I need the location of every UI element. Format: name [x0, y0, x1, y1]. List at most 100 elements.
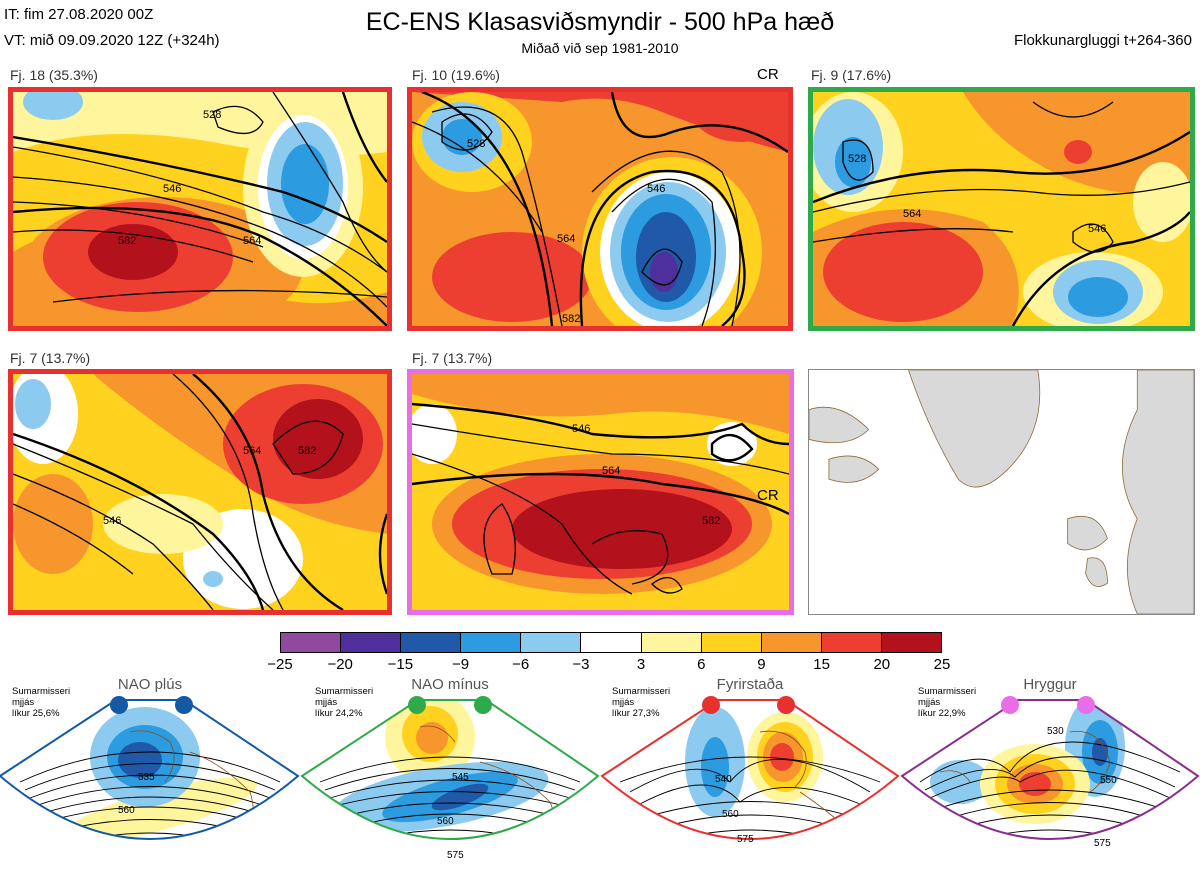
contour-label-4: 582 [562, 313, 580, 325]
regime-note-line: mjjás [918, 697, 941, 708]
cluster-map-4: 546 564 582 [8, 369, 392, 615]
colorbar-tick-label: −15 [387, 656, 414, 673]
regime-contour-label: 550 [1100, 775, 1117, 786]
regime-map-blocking-graphic: 540 560 575 [600, 696, 900, 845]
panel-label-3: Fj. 9 (17.6%) [811, 67, 892, 83]
colorbar-tick-label: −6 [512, 656, 530, 673]
regime-note-2: Sumarmisseri mjjás líkur 24,2% [315, 686, 373, 719]
colorbar-tick-label: 25 [933, 656, 951, 673]
regime-map-nao-plus-graphic: 535 560 [0, 696, 300, 840]
regime-contour-label: 535 [138, 772, 155, 783]
valid-time-label: VT: mið 09.09.2020 12Z (+324h) [4, 32, 220, 49]
colorbar-tick-label: 6 [697, 656, 706, 673]
contour-label-3: 564 [243, 235, 261, 247]
cluster-map-3: 528 546 564 [808, 87, 1195, 331]
regime-title-3: Fyrirstaða [716, 676, 784, 693]
colorbar-segment [701, 633, 762, 652]
regime-contour-label: 560 [118, 805, 135, 816]
regime-contour-label: 575 [1094, 838, 1111, 849]
cluster-map-5: 546 564 582 [407, 369, 794, 615]
regime-note-line: líkur 22,9% [918, 708, 966, 719]
regime-map-ridge-graphic: 530 550 575 [900, 696, 1200, 849]
contour-label-2: 546 [647, 183, 665, 195]
colorbar-segment [821, 633, 882, 652]
colorbar-tick-label: −3 [572, 656, 590, 673]
colorbar-segment [461, 633, 522, 652]
regime-contour-label: 560 [722, 809, 739, 820]
cluster-map-1-graphic: 528 546 564 582 [13, 92, 387, 326]
cluster-map-3-graphic: 528 546 564 [813, 92, 1190, 326]
classification-window-label: Flokkunargluggi t+264-360 [1013, 32, 1192, 49]
regime-marker-icon [777, 696, 795, 714]
colorbar-tick-label: 9 [757, 656, 766, 673]
regime-map-blocking: 540 560 575 [600, 672, 900, 871]
regime-note-line: Sumarmisseri [12, 686, 71, 697]
cluster-map-2: 528 546 564 582 [407, 87, 793, 331]
colorbar-tick-label: 3 [636, 656, 646, 673]
cluster-map-5-graphic: 546 564 582 [412, 374, 789, 610]
regime-title-1: NAO plús [117, 676, 183, 693]
regime-contour-label: 530 [1047, 726, 1064, 737]
regime-title-4: Hryggur [1023, 676, 1077, 693]
contour-label-1: 546 [103, 515, 121, 527]
regime-note-line: líkur 24,2% [315, 708, 363, 719]
colorbar-segment [761, 633, 822, 652]
regime-marker-icon [474, 696, 492, 714]
regime-contour-label: 560 [437, 816, 454, 827]
colorbar-tick-label: −25 [267, 656, 293, 673]
colorbar-tick-label: 20 [873, 656, 891, 673]
regime-contour-label: 575 [447, 850, 464, 861]
contour-label-3: 564 [903, 208, 921, 220]
page-title: EC-ENS Klasasviðsmyndir - 500 hPa hæð [365, 8, 835, 36]
regime-map-nao-plus: 535 560 [0, 672, 300, 871]
contour-label-1: 528 [203, 109, 221, 121]
cluster-map-4-graphic: 546 564 582 [13, 374, 387, 610]
regime-marker-icon [408, 696, 426, 714]
colorbar-segment [401, 633, 462, 652]
contour-label-4: 582 [118, 235, 136, 247]
regime-contour-label: 545 [452, 772, 469, 783]
regime-marker-icon [110, 696, 128, 714]
panel-label-2: Fj. 10 (19.6%) [412, 67, 500, 83]
regime-contour-label: 575 [737, 834, 754, 845]
panel-label-5: Fj. 7 (13.7%) [412, 350, 493, 366]
colorbar-tick-label: 15 [813, 656, 830, 673]
regime-note-line: Sumarmisseri [612, 686, 671, 697]
contour-label-2: 564 [243, 445, 261, 457]
regime-note-line: Sumarmisseri [315, 686, 374, 697]
regime-marker-icon [1077, 696, 1095, 714]
regime-title-2: NAO mínus [411, 676, 489, 693]
contour-label-1: 546 [572, 423, 590, 435]
contour-label-1: 528 [467, 138, 485, 150]
regime-note-line: Sumarmisseri [918, 686, 977, 697]
colorbar-segment [521, 633, 582, 652]
regime-note-1: Sumarmisseri mjjás líkur 25,6% [12, 686, 70, 719]
contour-label-2: 546 [1088, 223, 1106, 235]
contour-label-2: 564 [602, 465, 620, 477]
colorbar-tick-label: −9 [451, 656, 470, 673]
cluster-map-1: 528 546 564 582 [8, 87, 392, 331]
regime-marker-icon [702, 696, 720, 714]
regime-map-ridge: 530 550 575 [900, 672, 1200, 871]
cr-label-5: CR [757, 487, 779, 504]
colorbar [280, 632, 942, 653]
regime-note-line: líkur 25,6% [12, 708, 60, 719]
empty-map-graphic [809, 370, 1194, 614]
empty-map-panel [808, 369, 1195, 615]
contour-label-1: 528 [848, 153, 866, 165]
colorbar-segment [281, 633, 342, 652]
regime-note-line: mjjás [315, 697, 338, 708]
page-subtitle: Miðað við sep 1981-2010 [521, 40, 679, 56]
panel-label-4: Fj. 7 (13.7%) [10, 350, 91, 366]
regime-marker-icon [175, 696, 193, 714]
colorbar-segment [641, 633, 702, 652]
contour-label-3: 564 [557, 233, 575, 245]
regime-note-line: mjjás [612, 697, 635, 708]
regime-note-4: Sumarmisseri mjjás líkur 22,9% [918, 686, 976, 719]
regime-note-line: mjjás [12, 697, 35, 708]
regime-map-nao-minus-graphic: 545 560 575 [300, 696, 600, 861]
regime-note-line: líkur 27,3% [612, 708, 660, 719]
panel-label-1: Fj. 18 (35.3%) [10, 67, 98, 83]
contour-label-3: 582 [702, 515, 720, 527]
contour-label-2: 546 [163, 183, 181, 195]
